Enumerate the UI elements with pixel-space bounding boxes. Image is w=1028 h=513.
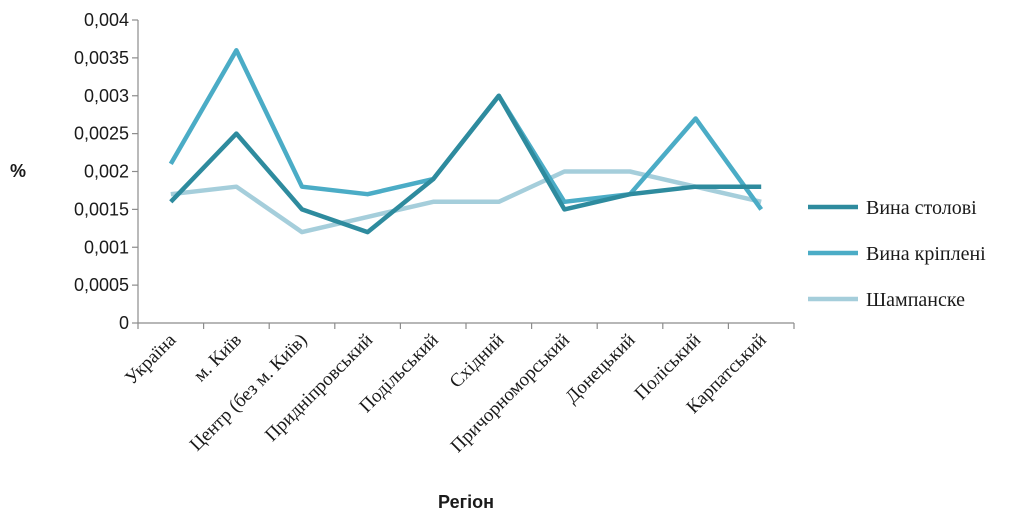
y-tick-label: 0 [119, 313, 129, 333]
legend-label: Вина столові [866, 197, 977, 219]
y-axis-title: % [10, 161, 26, 181]
legend-label: Шампанске [866, 289, 965, 311]
y-tick-label: 0,004 [84, 10, 129, 30]
y-tick-label: 0,0025 [74, 124, 129, 144]
y-axis: 0 0,0005 0,001 0,0015 0,002 0,0025 0,003 0,0035… [74, 10, 139, 333]
x-tick-label: Донецький [561, 330, 639, 408]
y-tick-label: 0,002 [84, 162, 129, 182]
y-tick-label: 0,0005 [74, 275, 129, 295]
x-tick-label: Причорноморський [447, 330, 574, 457]
x-axis-title: Регіон [438, 492, 494, 512]
y-tick-label: 0,001 [84, 237, 129, 257]
x-tick-label: Центр (без м. Київ) [186, 330, 312, 456]
series-line [170, 169, 762, 235]
y-tick-label: 0,0035 [74, 48, 129, 68]
x-tick-label: Східний [446, 330, 509, 393]
series-line [169, 93, 762, 235]
x-tick-label: Україна [121, 329, 181, 389]
x-tick-label: м. Київ [190, 330, 246, 386]
legend-label: Вина кріплені [866, 243, 986, 265]
legend: Вина столові Вина кріплені Шампанске [808, 197, 986, 311]
y-tick-label: 0,0015 [74, 199, 129, 219]
series-line [168, 48, 764, 211]
y-tick-label: 0,003 [84, 86, 129, 106]
series-layer [168, 48, 764, 235]
